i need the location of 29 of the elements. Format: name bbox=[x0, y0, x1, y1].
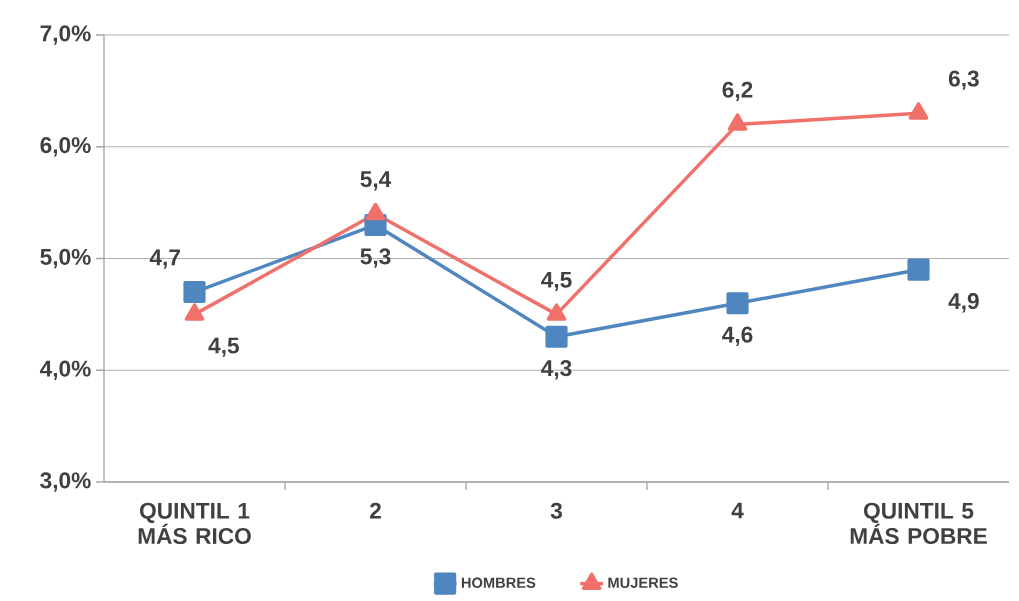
x-tick-label: 3 bbox=[550, 502, 562, 519]
data-label: 6,2 bbox=[722, 81, 753, 102]
data-label: 6,3 bbox=[948, 70, 979, 90]
point bbox=[183, 280, 206, 304]
y-tick-label: 6,0% bbox=[40, 137, 91, 157]
x-tick-label: 2 bbox=[370, 502, 381, 519]
x-tick-label: 4 bbox=[731, 502, 744, 519]
point bbox=[365, 202, 386, 221]
data-label: 4,3 bbox=[541, 360, 572, 380]
legend-label: HOMBRES bbox=[461, 577, 536, 588]
data-label: 4,7 bbox=[149, 249, 180, 269]
y-tick-label: 3,0% bbox=[40, 472, 91, 492]
y-tick-label: 4,0% bbox=[39, 360, 91, 380]
y-tick-label: 7,0% bbox=[40, 25, 91, 45]
data-label: 5,3 bbox=[360, 248, 391, 268]
point bbox=[908, 102, 929, 120]
x-tick-label: QUINTIL 1 MÁS RICO bbox=[138, 502, 251, 545]
data-label: 4,9 bbox=[948, 293, 979, 313]
data-label: 5,4 bbox=[360, 171, 392, 191]
point bbox=[727, 113, 748, 131]
data-label: 4,5 bbox=[541, 271, 572, 291]
point bbox=[726, 292, 749, 315]
x-tick-label: QUINTIL 5 MÁS POBRE bbox=[850, 502, 987, 545]
data-label: 4,6 bbox=[722, 326, 753, 346]
data-label: 4,5 bbox=[208, 337, 239, 357]
point bbox=[545, 325, 568, 348]
legend-label: MUJERES bbox=[608, 577, 678, 588]
point bbox=[907, 258, 930, 281]
y-tick-label: 5,0% bbox=[40, 248, 91, 269]
